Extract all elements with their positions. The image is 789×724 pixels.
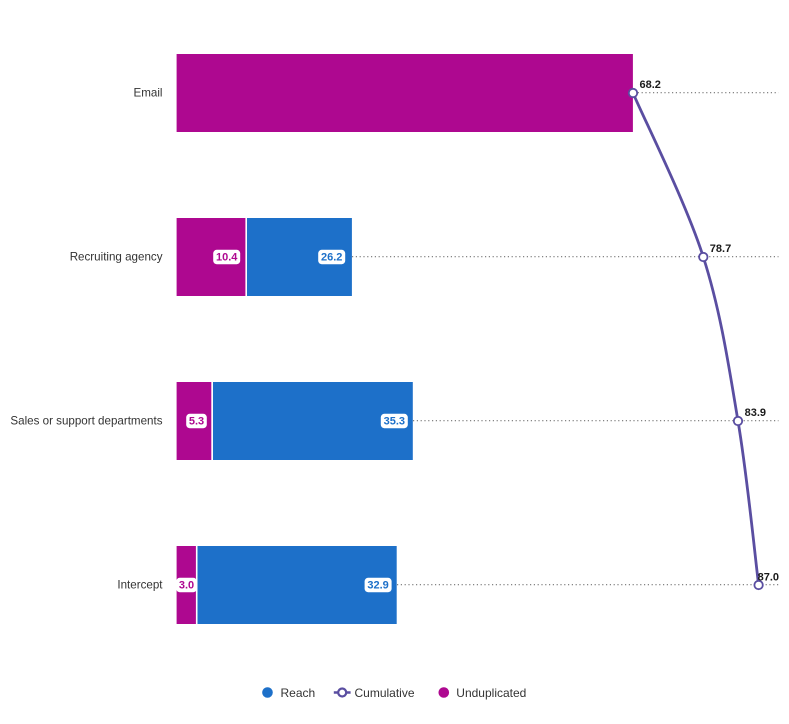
svg-text:Intercept: Intercept xyxy=(117,578,163,591)
svg-text:32.9: 32.9 xyxy=(367,580,388,592)
svg-text:26.2: 26.2 xyxy=(321,252,342,264)
svg-text:Reach: Reach xyxy=(281,686,316,700)
svg-text:Cumulative: Cumulative xyxy=(355,686,415,700)
svg-text:5.3: 5.3 xyxy=(189,416,204,428)
svg-text:Unduplicated: Unduplicated xyxy=(456,686,526,700)
svg-text:68.2: 68.2 xyxy=(640,79,661,91)
svg-text:83.9: 83.9 xyxy=(745,407,766,419)
svg-text:78.7: 78.7 xyxy=(710,243,731,255)
svg-text:3.0: 3.0 xyxy=(179,580,194,592)
svg-text:35.3: 35.3 xyxy=(384,416,405,428)
svg-text:Sales or support departments: Sales or support departments xyxy=(10,414,162,427)
svg-text:Email: Email xyxy=(134,86,163,99)
svg-text:Recruiting agency: Recruiting agency xyxy=(70,250,163,263)
svg-text:87.0: 87.0 xyxy=(758,572,779,584)
svg-text:10.4: 10.4 xyxy=(216,252,238,264)
